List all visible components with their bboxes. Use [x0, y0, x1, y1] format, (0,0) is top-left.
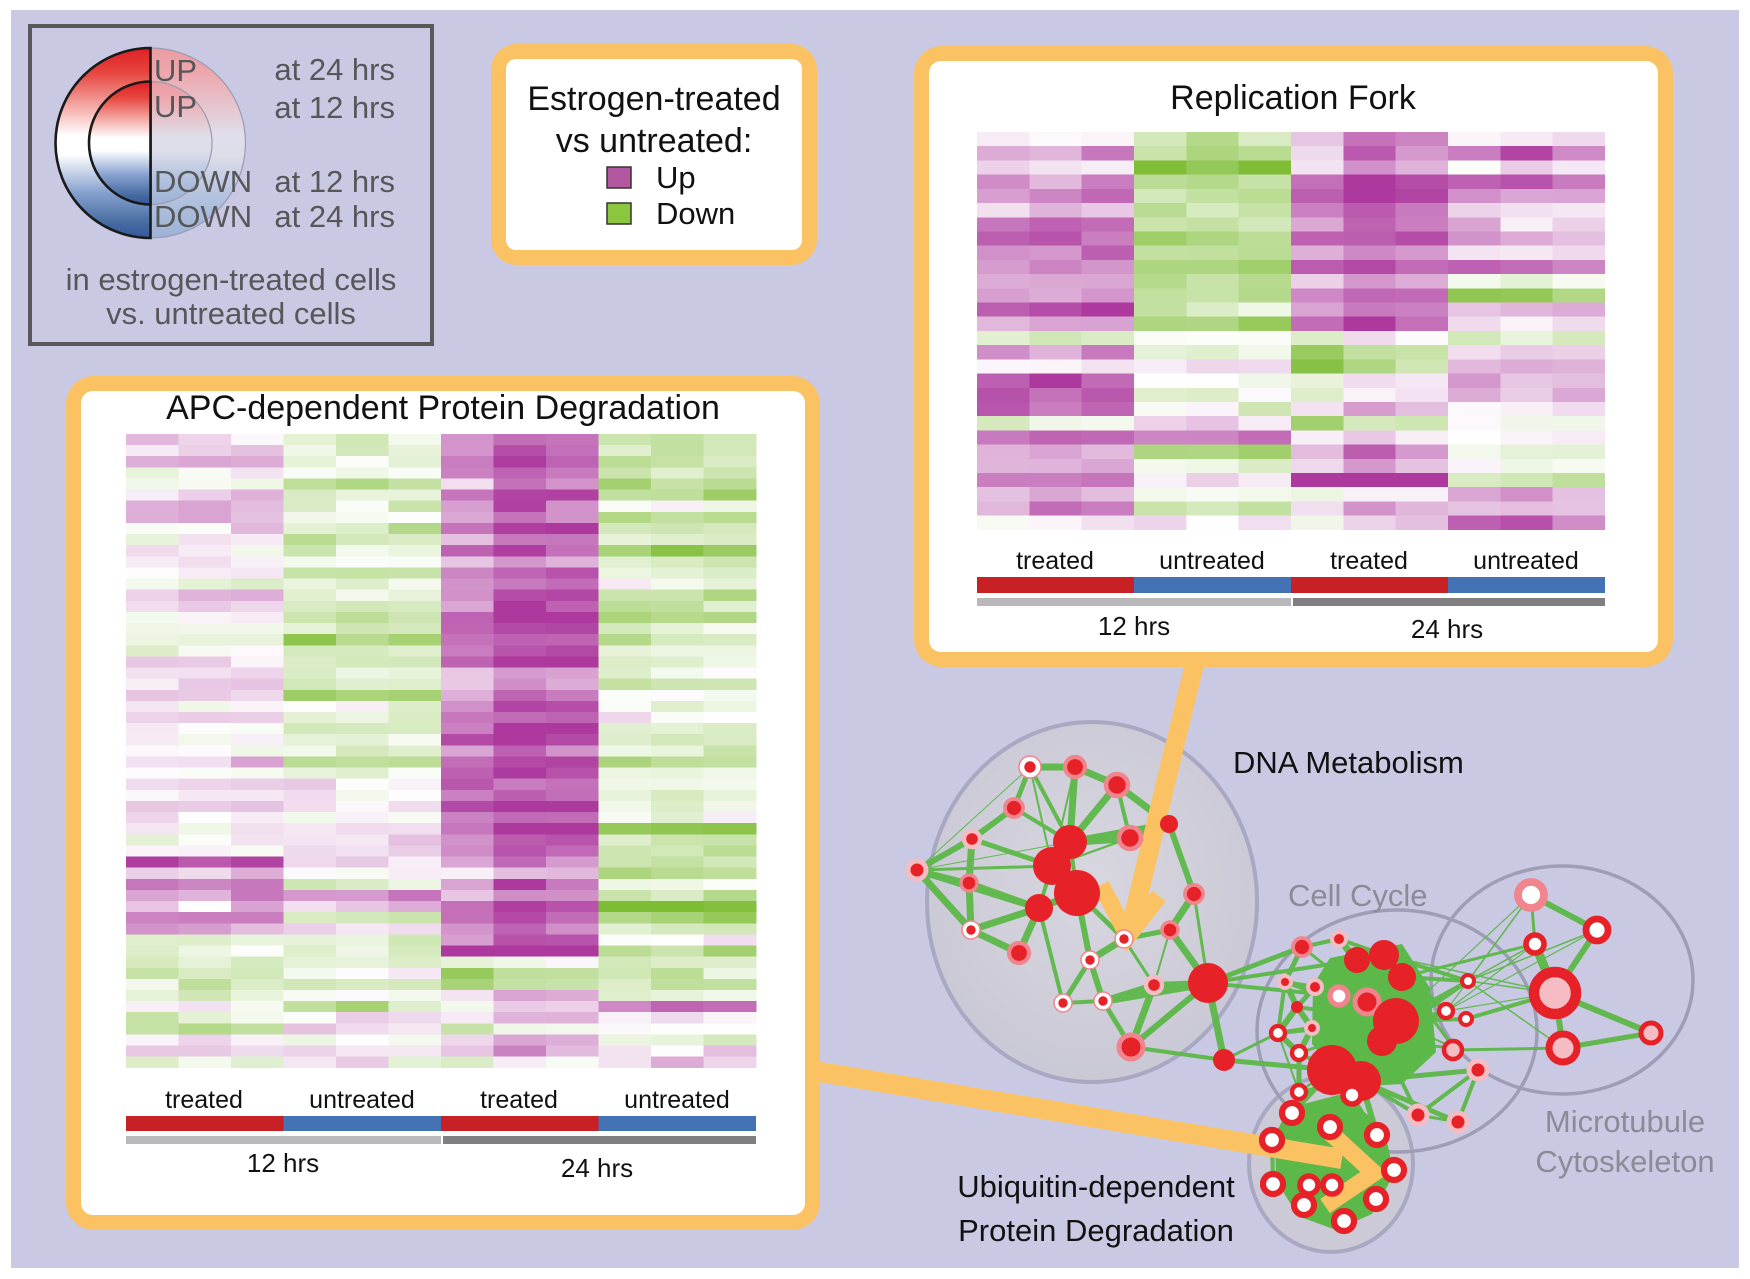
svg-text:at 24 hrs: at 24 hrs: [274, 199, 395, 234]
svg-text:Down: Down: [656, 196, 735, 231]
svg-text:12 hrs: 12 hrs: [1098, 611, 1170, 641]
svg-text:untreated: untreated: [1473, 547, 1579, 575]
svg-text:Estrogen-treated: Estrogen-treated: [527, 80, 780, 118]
svg-text:untreated: untreated: [1159, 547, 1265, 575]
svg-text:Ubiquitin-dependent: Ubiquitin-dependent: [957, 1169, 1235, 1204]
svg-text:untreated: untreated: [624, 1086, 730, 1114]
svg-text:Microtubule: Microtubule: [1545, 1104, 1705, 1139]
svg-text:DNA Metabolism: DNA Metabolism: [1233, 745, 1464, 780]
svg-text:treated: treated: [1330, 547, 1408, 575]
svg-text:Replication Fork: Replication Fork: [1170, 79, 1417, 117]
svg-text:24 hrs: 24 hrs: [1411, 614, 1483, 644]
svg-text:treated: treated: [480, 1086, 558, 1114]
svg-text:Cell Cycle: Cell Cycle: [1288, 878, 1428, 913]
svg-text:12 hrs: 12 hrs: [247, 1148, 319, 1178]
svg-text:at 12 hrs: at 12 hrs: [274, 90, 395, 125]
svg-text:APC-dependent Protein Degradat: APC-dependent Protein Degradation: [166, 389, 720, 427]
svg-text:Cytoskeleton: Cytoskeleton: [1535, 1144, 1714, 1179]
svg-text:untreated: untreated: [309, 1086, 415, 1114]
svg-text:vs. untreated cells: vs. untreated cells: [106, 296, 356, 331]
svg-text:UP: UP: [154, 89, 197, 124]
svg-text:UP: UP: [154, 53, 197, 88]
svg-text:Up: Up: [656, 160, 696, 195]
svg-text:24 hrs: 24 hrs: [561, 1153, 633, 1183]
svg-text:vs untreated:: vs untreated:: [556, 122, 753, 160]
svg-text:DOWN: DOWN: [154, 164, 252, 199]
svg-text:treated: treated: [1016, 547, 1094, 575]
svg-text:treated: treated: [165, 1086, 243, 1114]
svg-text:DOWN: DOWN: [154, 199, 252, 234]
svg-text:at 24 hrs: at 24 hrs: [274, 52, 395, 87]
svg-text:Protein Degradation: Protein Degradation: [958, 1213, 1234, 1248]
svg-text:at 12 hrs: at 12 hrs: [274, 164, 395, 199]
svg-text:in estrogen-treated cells: in estrogen-treated cells: [66, 262, 397, 297]
